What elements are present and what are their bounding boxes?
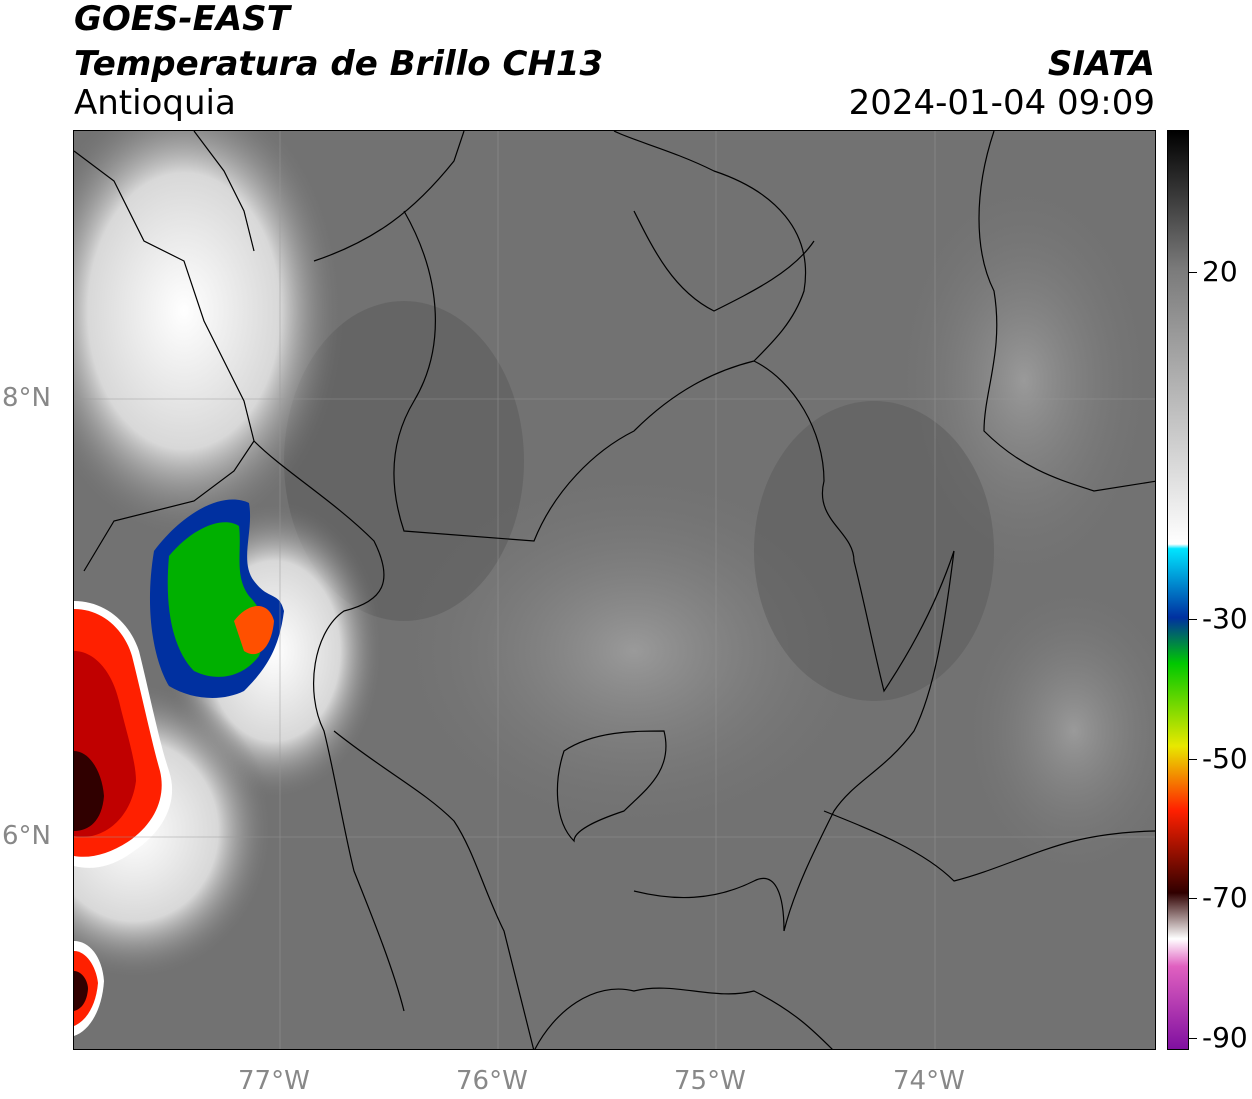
lon-label-74w: 74°W (893, 1066, 965, 1096)
map-canvas (74, 131, 1155, 1049)
colorbar-label-20: 20 (1202, 255, 1238, 288)
colorbar-tick-minus50 (1189, 759, 1197, 760)
colorbar-tick-minus90 (1189, 1038, 1197, 1039)
colorbar-label-minus70: -70 (1202, 881, 1248, 914)
datetime-label: 2024-01-04 09:09 (848, 83, 1155, 123)
satellite-map[interactable] (73, 130, 1156, 1050)
lon-label-77w: 77°W (238, 1066, 310, 1096)
satellite-title: GOES-EAST (74, 0, 290, 39)
colorbar-label-minus90: -90 (1202, 1021, 1248, 1054)
colorbar-label-minus30: -30 (1202, 602, 1248, 635)
boundaries (74, 131, 1155, 1049)
region-label: Antioquia (74, 83, 236, 123)
lat-label-6n: 6°N (2, 821, 51, 851)
colorbar (1167, 130, 1189, 1050)
graticule (74, 131, 1155, 1049)
lon-label-76w: 76°W (456, 1066, 528, 1096)
lat-label-8n: 8°N (2, 383, 51, 413)
colorbar-tick-20 (1189, 272, 1197, 273)
colorbar-label-minus50: -50 (1202, 742, 1248, 775)
product-title: Temperatura de Brillo CH13 (74, 44, 604, 84)
lon-label-75w: 75°W (674, 1066, 746, 1096)
colorbar-tick-minus30 (1189, 619, 1197, 620)
colorbar-tick-minus70 (1189, 898, 1197, 899)
agency-label: SIATA (1047, 44, 1155, 84)
